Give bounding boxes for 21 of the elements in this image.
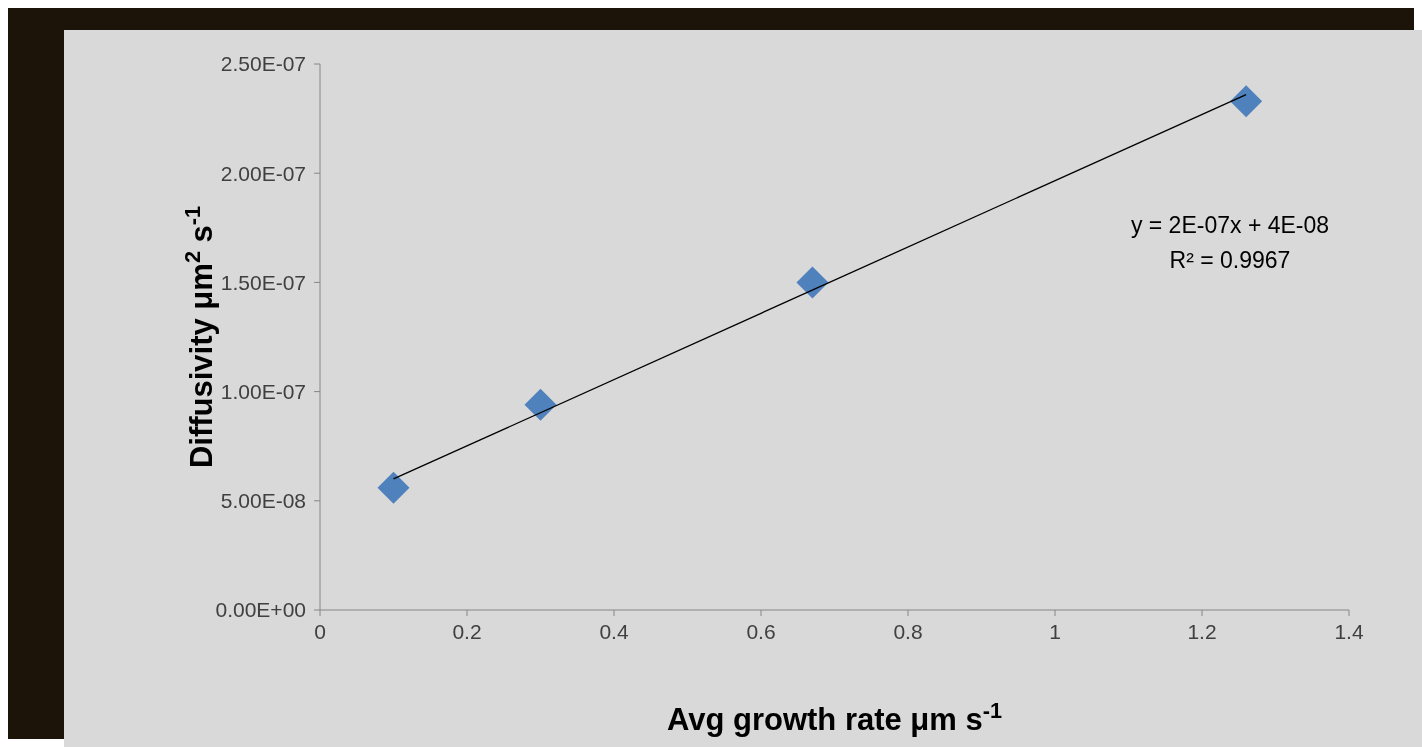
x-tick-label: 0.6 xyxy=(746,619,776,643)
x-tick-label: 0.4 xyxy=(599,619,629,643)
annotation: R² = 0.9967 xyxy=(1168,246,1292,275)
x-tick-label: 0 xyxy=(314,619,326,643)
x-tick-label: 1 xyxy=(1049,619,1061,643)
x-tick-label: 1.2 xyxy=(1187,619,1217,643)
x-tick-label: 0.2 xyxy=(452,619,482,643)
y-tick-label: 2.50E-07 xyxy=(220,52,306,76)
y-tick-label: 5.00E-08 xyxy=(220,489,306,513)
x-tick-label: 1.4 xyxy=(1334,619,1364,643)
point xyxy=(796,266,829,299)
point xyxy=(1230,85,1263,118)
y-tick-label: 2.00E-07 xyxy=(220,161,306,185)
x-axis-title: Avg growth rate μm s$^{-1}$ xyxy=(666,697,1003,737)
annotation: y = 2E-07x + 4E-08 xyxy=(1129,211,1331,240)
point xyxy=(377,471,410,504)
x-tick-label: 0.8 xyxy=(893,619,923,643)
y-tick-label: 1.00E-07 xyxy=(220,380,306,404)
y-tick-label: 0.00E+00 xyxy=(215,598,306,622)
y-tick-label: 1.50E-07 xyxy=(220,270,306,294)
point xyxy=(524,388,557,421)
